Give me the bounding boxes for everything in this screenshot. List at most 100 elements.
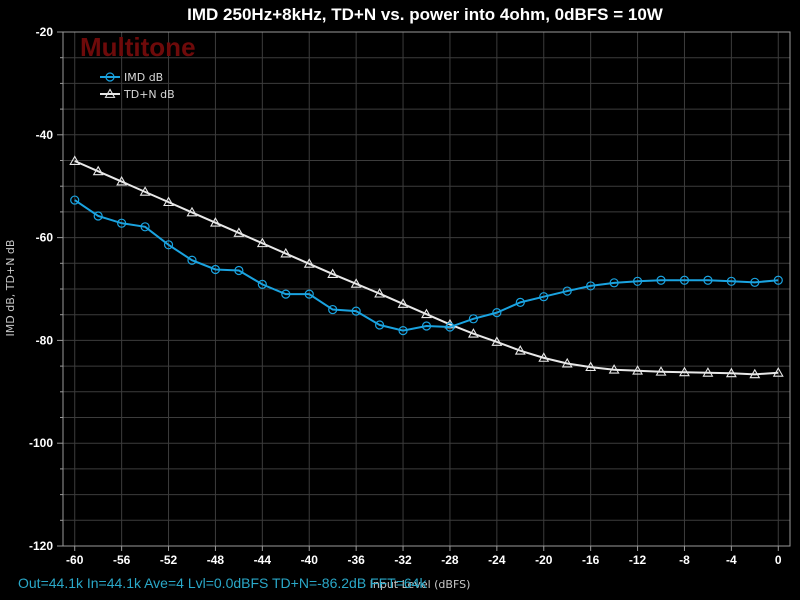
x-tick-label: -32 [394, 553, 412, 567]
data-point [93, 211, 103, 221]
data-point [492, 308, 502, 318]
series-layer [69, 155, 784, 379]
legend-item: TD+N dB [100, 88, 175, 101]
x-tick-label: -28 [441, 553, 459, 567]
data-point [70, 195, 80, 205]
y-tick-label: -80 [36, 333, 54, 347]
data-point [632, 365, 644, 375]
x-tick-label: -60 [66, 553, 84, 567]
data-point [351, 306, 361, 316]
legend-label: TD+N dB [123, 88, 175, 101]
data-point [703, 275, 713, 285]
data-point [679, 366, 690, 377]
data-point [749, 368, 761, 379]
data-point [561, 357, 573, 368]
data-point [514, 345, 526, 355]
data-point [234, 265, 244, 276]
ticks-layer: -60 -56 -52 -48 -44 -40 -36 -32 -28 -24 -20 -16 -12-… [29, 25, 782, 567]
data-point [140, 222, 150, 232]
data-point [210, 264, 221, 275]
data-point [327, 268, 339, 279]
legend-label: IMD dB [124, 71, 163, 84]
data-point [585, 361, 597, 372]
x-axis-label: Input Level (dBFS) [370, 578, 471, 591]
data-point [398, 326, 408, 336]
data-point [608, 364, 620, 374]
data-point [233, 227, 245, 237]
data-point [725, 367, 737, 378]
y-axis-label: IMD dB, TD+N dB [4, 240, 17, 337]
data-point [163, 196, 174, 207]
data-point [256, 237, 268, 248]
data-point [303, 258, 315, 268]
data-point [539, 292, 549, 302]
data-point [421, 308, 432, 319]
x-tick-label: -52 [160, 553, 178, 567]
data-point [69, 155, 81, 165]
data-point [104, 88, 116, 98]
y-tick-label: -100 [29, 436, 53, 450]
data-point [679, 275, 690, 285]
status-line: Out=44.1k In=44.1k Ave=4 Lvl=0.0dBFS TD+… [18, 575, 427, 591]
data-point [467, 328, 479, 338]
data-point [117, 218, 127, 228]
legend-item: IMD dB [100, 71, 163, 84]
series-line [74, 199, 779, 332]
data-point [491, 336, 503, 346]
series-tdn [69, 155, 784, 379]
data-point [92, 165, 104, 176]
y-tick-label: -120 [29, 539, 53, 553]
data-point [116, 175, 128, 186]
data-point [632, 276, 643, 286]
x-tick-label: 0 [775, 553, 782, 567]
data-point [374, 288, 386, 298]
chart-title: IMD 250Hz+8kHz, TD+N vs. power into 4ohm… [187, 5, 664, 24]
data-point [726, 276, 736, 286]
data-point [209, 217, 221, 227]
x-tick-label: -8 [679, 553, 690, 567]
x-tick-label: -16 [582, 553, 600, 567]
data-point [187, 255, 197, 265]
data-point [105, 72, 115, 82]
grid-layer [63, 31, 790, 547]
data-point [656, 275, 666, 285]
data-point [702, 367, 714, 377]
x-tick-label: -20 [535, 553, 553, 567]
data-point [468, 314, 479, 324]
data-point [773, 275, 783, 285]
data-point [280, 247, 292, 258]
data-point [374, 320, 385, 330]
watermark-label: Multitone [80, 32, 196, 62]
x-tick-label: -56 [113, 553, 131, 567]
x-tick-label: -24 [488, 553, 506, 567]
data-point [562, 286, 572, 296]
y-tick-label: -40 [36, 128, 54, 142]
x-tick-label: -48 [207, 553, 225, 567]
series-line [74, 160, 779, 376]
data-point [281, 289, 291, 299]
x-tick-label: -44 [254, 553, 272, 567]
data-point [609, 278, 619, 288]
x-tick-label: -4 [726, 553, 737, 567]
data-point [397, 298, 409, 308]
data-point [328, 304, 338, 315]
data-point [515, 297, 525, 307]
data-point [257, 279, 267, 289]
data-point [586, 281, 596, 291]
x-tick-label: -12 [629, 553, 647, 567]
x-tick-label: -36 [347, 553, 365, 567]
data-point [163, 240, 174, 250]
data-point [538, 352, 550, 362]
data-point [655, 366, 667, 376]
data-point [750, 277, 760, 287]
series-imd [70, 195, 783, 336]
data-point [350, 278, 362, 288]
data-point [772, 367, 784, 377]
data-point [445, 322, 455, 332]
y-tick-label: -60 [36, 231, 54, 245]
data-point [186, 206, 198, 217]
data-point [304, 289, 314, 299]
